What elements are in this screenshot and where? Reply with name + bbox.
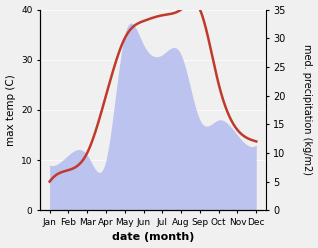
X-axis label: date (month): date (month): [112, 232, 194, 243]
Y-axis label: med. precipitation (kg/m2): med. precipitation (kg/m2): [302, 44, 313, 175]
Y-axis label: max temp (C): max temp (C): [5, 74, 16, 146]
